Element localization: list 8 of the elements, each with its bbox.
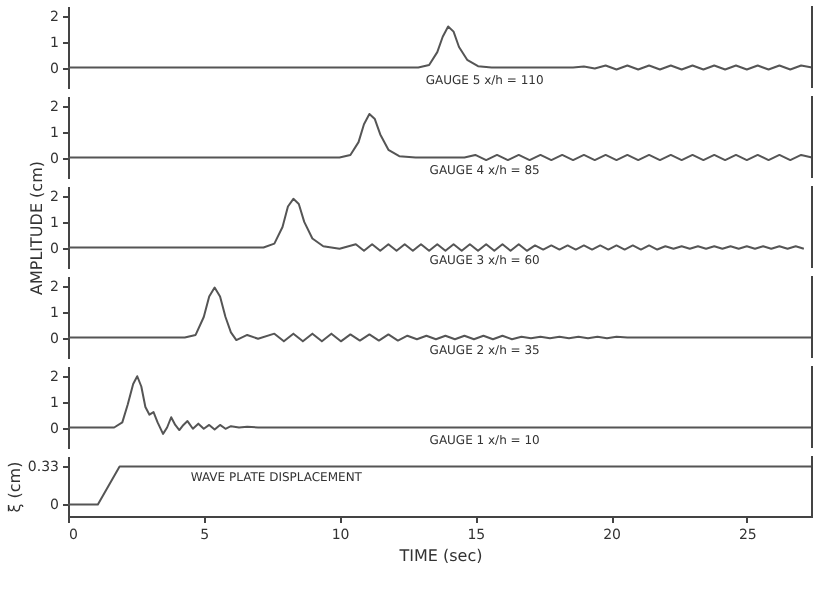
line-series bbox=[67, 112, 813, 162]
line-series bbox=[67, 286, 813, 343]
x-axis-title: TIME (sec) bbox=[397, 547, 483, 565]
line-series bbox=[67, 25, 813, 71]
y-axis-title: AMPLITUDE (cm) bbox=[28, 161, 47, 295]
line-series bbox=[67, 197, 805, 252]
line-series bbox=[67, 375, 813, 435]
y-axis-title: ξ (cm) bbox=[5, 461, 24, 513]
